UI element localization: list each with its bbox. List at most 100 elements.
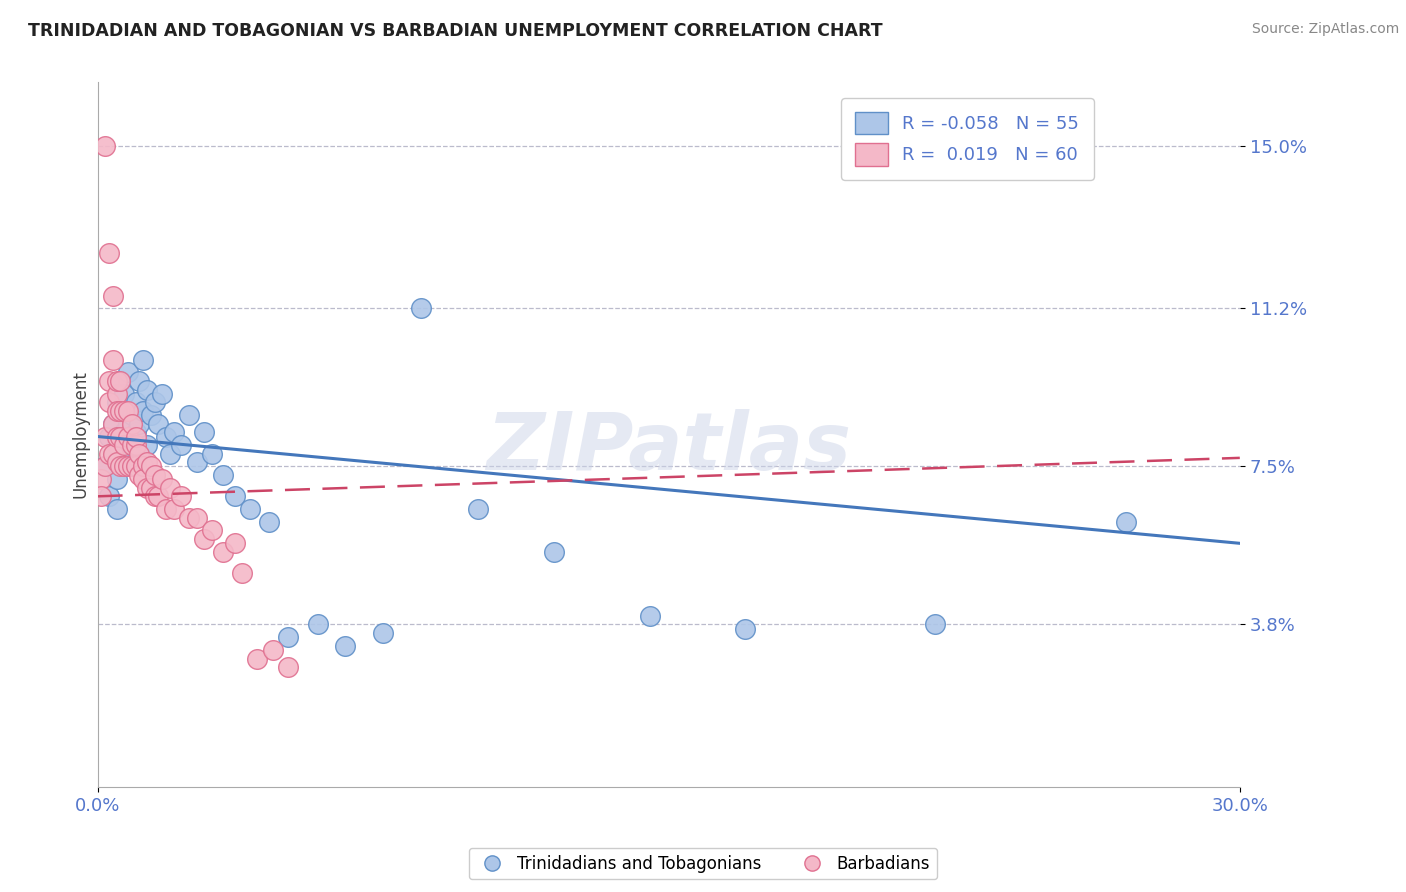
Point [112, 450, 135, 465]
Point [136, 481, 159, 495]
Point [136, 438, 159, 452]
Point [136, 455, 159, 469]
Point [98, 489, 121, 503]
Point [117, 429, 139, 443]
Point [148, 417, 170, 431]
Point [110, 429, 132, 443]
Point [139, 408, 162, 422]
Point [121, 438, 143, 452]
Point [117, 447, 139, 461]
Point [124, 438, 146, 452]
Point [201, 524, 224, 538]
Point [1115, 515, 1137, 529]
Point [277, 630, 299, 644]
Point [543, 545, 565, 559]
Point [105, 472, 128, 486]
Point [132, 404, 155, 418]
Point [257, 515, 280, 529]
Point [112, 404, 135, 418]
Point [105, 438, 128, 452]
Point [924, 617, 946, 632]
Point [262, 643, 284, 657]
Point [101, 288, 124, 302]
Point [105, 502, 128, 516]
Point [105, 374, 128, 388]
Point [112, 386, 135, 401]
Point [101, 417, 124, 431]
Point [224, 489, 246, 503]
Point [467, 502, 489, 516]
Text: Source: ZipAtlas.com: Source: ZipAtlas.com [1251, 22, 1399, 37]
Point [121, 459, 143, 474]
Point [121, 408, 143, 422]
Point [105, 386, 128, 401]
Point [110, 374, 132, 388]
Point [112, 438, 135, 452]
Point [110, 459, 132, 474]
Point [186, 510, 208, 524]
Point [231, 566, 253, 581]
Point [155, 502, 177, 516]
Point [101, 352, 124, 367]
Point [170, 438, 193, 452]
Point [155, 429, 177, 443]
Point [117, 366, 139, 380]
Point [105, 455, 128, 469]
Point [139, 459, 162, 474]
Point [110, 404, 132, 418]
Point [101, 447, 124, 461]
Point [101, 447, 124, 461]
Point [277, 660, 299, 674]
Point [105, 404, 128, 418]
Point [112, 459, 135, 474]
Point [170, 489, 193, 503]
Point [128, 467, 150, 482]
Point [94, 459, 117, 474]
Point [117, 417, 139, 431]
Point [307, 617, 329, 632]
Point [98, 374, 121, 388]
Point [98, 395, 121, 409]
Point [117, 459, 139, 474]
Point [734, 622, 756, 636]
Point [94, 429, 117, 443]
Point [94, 459, 117, 474]
Point [101, 417, 124, 431]
Point [148, 489, 170, 503]
Point [110, 374, 132, 388]
Point [186, 455, 208, 469]
Text: ZIPatlas: ZIPatlas [486, 409, 851, 487]
Point [143, 467, 166, 482]
Point [128, 447, 150, 461]
Point [193, 425, 215, 440]
Point [177, 408, 200, 422]
Point [333, 639, 356, 653]
Point [121, 438, 143, 452]
Point [150, 472, 173, 486]
Point [201, 447, 224, 461]
Point [98, 429, 121, 443]
Point [90, 472, 112, 486]
Point [90, 489, 112, 503]
Point [121, 417, 143, 431]
Point [128, 417, 150, 431]
Point [143, 489, 166, 503]
Point [132, 352, 155, 367]
Point [143, 395, 166, 409]
Point [177, 510, 200, 524]
Point [371, 626, 394, 640]
Point [98, 447, 121, 461]
Point [163, 425, 186, 440]
Point [124, 425, 146, 440]
Point [212, 467, 235, 482]
Point [124, 429, 146, 443]
Legend: R = -0.058   N = 55, R =  0.019   N = 60: R = -0.058 N = 55, R = 0.019 N = 60 [841, 98, 1094, 180]
Point [638, 609, 661, 624]
Point [163, 502, 186, 516]
Point [105, 429, 128, 443]
Point [132, 472, 155, 486]
Point [124, 455, 146, 469]
Point [128, 374, 150, 388]
Point [159, 481, 181, 495]
Point [212, 545, 235, 559]
